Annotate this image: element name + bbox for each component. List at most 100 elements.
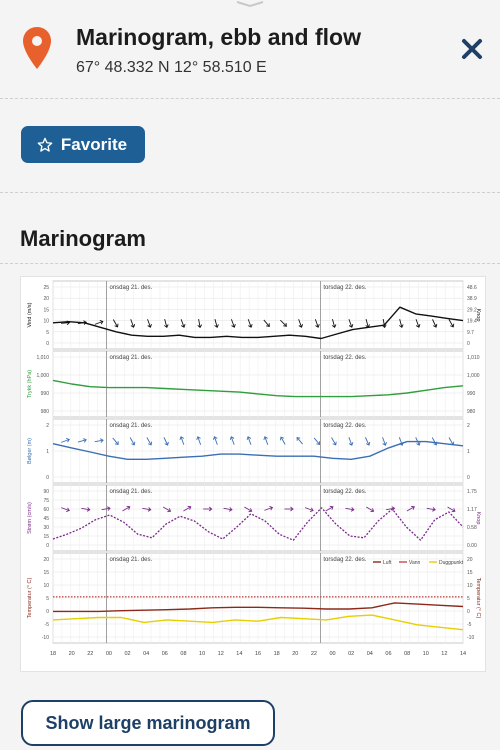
wind-arrow [415,319,421,328]
x-tick-label: 08 [404,651,410,657]
y-tick-label-right: 19.4 [467,319,477,325]
wave-arrow [94,438,104,443]
wind-arrow [381,318,387,329]
y-tick-label-right: 2 [467,423,470,429]
y-tick-label-right: 0 [467,609,470,615]
x-tick-label: 14 [460,651,466,657]
y-tick-label-right: 1.17 [467,507,477,513]
wind-arrow [94,320,104,325]
current-arrow [162,506,172,513]
x-tick-label: 20 [69,651,75,657]
wind-arrow [432,319,438,328]
wave-arrow [280,436,286,445]
y-tick-label-right: 0 [467,475,470,481]
temperature-line-duggpunkt [52,614,464,631]
wave-arrow [229,436,235,445]
wave-arrow [448,437,455,446]
y-tick-label-right: 1,010 [467,355,480,361]
y-tick-label: 75 [43,498,49,504]
current-arrow [406,505,415,512]
y-tick-label: -5 [45,622,50,628]
y-tick-label-right: 10 [467,583,473,589]
y-axis-label: Temperatur (° C) [27,577,33,618]
x-tick-label: 14 [236,651,242,657]
current-arrow [203,506,213,512]
day-label: onsdag 21. des. [109,557,152,563]
x-tick-label: 20 [292,651,298,657]
wind-arrow [164,319,169,329]
wave-arrow [146,437,153,446]
y-tick-label: 20 [43,296,49,302]
y-tick-label: 15 [43,534,49,540]
y-tick-label: 30 [43,525,49,531]
y-tick-label-right: -5 [467,622,472,628]
day-label: onsdag 21. des. [109,355,152,361]
y-tick-label: 15 [43,570,49,576]
y-tick-label: 10 [43,583,49,589]
marinogram-chart[interactable]: 25 20 15 10 5 0 48.6 38.9 29.2 19.4 9.7 0 onsdag 21.… [20,276,486,672]
wave-arrow [61,438,70,443]
wind-arrow [263,319,270,327]
x-tick-label: 06 [385,651,391,657]
wave-arrow [263,436,269,445]
current-arrow [81,507,91,512]
section-title: Marinogram [20,226,146,251]
current-arrow [426,507,436,512]
y-tick-label: 980 [41,409,50,415]
x-tick-label: 00 [106,651,112,657]
day-label: onsdag 21. des. [109,423,152,429]
wave-arrow [77,438,87,443]
wind-arrow [348,319,354,328]
y-tick-label-right: 1.75 [467,489,477,495]
y-tick-label-right: 0.58 [467,525,477,531]
y-tick-label-right: 9.7 [467,330,474,336]
wind-arrow [197,318,203,329]
x-tick-label: 08 [180,651,186,657]
wind-arrow [147,319,152,328]
wave-arrow [296,437,303,445]
x-tick-label: 16 [255,651,261,657]
y-tick-label-right: 0.00 [467,543,477,549]
wind-arrow [77,320,87,325]
wind-arrow [231,319,236,328]
current-arrow [386,506,396,511]
wind-arrow [60,320,71,326]
drag-handle-icon[interactable] [235,0,265,8]
x-tick-label: 02 [348,651,354,657]
day-label: torsdag 22. des. [323,489,366,495]
current-arrow [284,506,294,512]
y-tick-label: 0 [46,609,49,615]
y-tick-label: 990 [41,391,50,397]
y-tick-label-right: 20 [467,557,473,563]
y-tick-label: 1,010 [36,355,49,361]
wind-arrow [112,319,119,328]
y-tick-label: 1 [46,449,49,455]
x-tick-label: 22 [311,651,317,657]
wave-line [52,440,464,461]
current-arrow [345,507,355,512]
y-tick-label: 2 [46,423,49,429]
coordinates: 67° 48.332 N 12° 58.510 E [76,59,267,76]
wind-arrow [298,319,303,328]
wind-arrow [314,319,320,328]
y-tick-label: 10 [43,319,49,325]
current-arrow [142,507,152,512]
show-large-marinogram-button[interactable]: Show large marinogram [21,700,275,746]
wind-arrow [448,319,455,328]
current-arrow [447,506,456,513]
x-tick-label: 04 [367,651,373,657]
wind-arrow [214,319,219,329]
wave-arrow [398,437,404,446]
y-tick-label: 0 [46,543,49,549]
wave-arrow [313,437,321,445]
x-tick-label: 12 [441,651,447,657]
close-icon[interactable] [461,38,483,60]
x-tick-label: 00 [329,651,335,657]
favorite-button[interactable]: Favorite [21,126,145,163]
y-tick-label: 60 [43,507,49,513]
divider [0,263,500,264]
x-tick-label: 12 [218,651,224,657]
wave-arrow [246,436,252,445]
y-tick-label: -10 [42,635,49,641]
